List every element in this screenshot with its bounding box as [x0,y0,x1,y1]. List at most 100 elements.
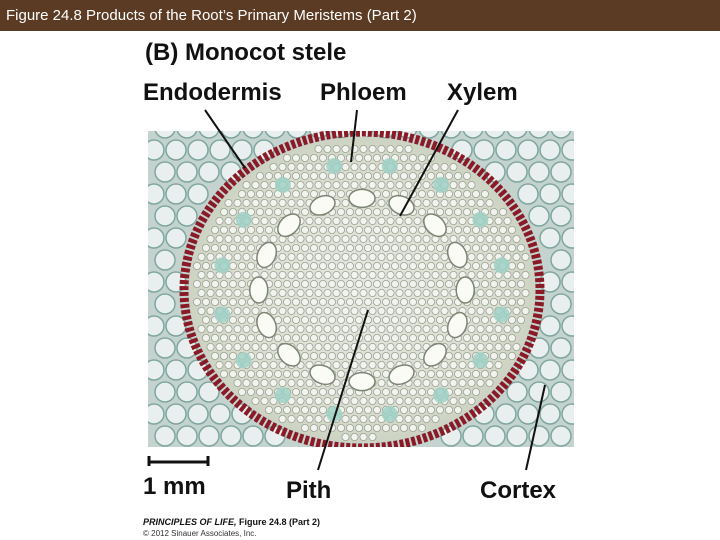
cortex-cell [209,403,231,425]
stele-cell [440,234,449,243]
cortex-cell [550,205,572,227]
stele-cell [489,225,498,234]
stele-cell [359,288,368,297]
cortex-cell [209,139,231,161]
stele-cell [345,333,354,342]
stele-cell [228,243,237,252]
stele-cell [489,279,498,288]
stele-cell [480,243,489,252]
stele-cell [323,180,332,189]
stele-cell [453,387,462,396]
stele-cell [440,288,449,297]
cortex-cell [308,131,330,139]
stele-cell [503,234,512,243]
phloem [214,257,231,274]
stele-cell [413,198,422,207]
cortex-cell [539,139,561,161]
stele-cell [269,216,278,225]
stele-cell [372,405,381,414]
stele-cell [314,324,323,333]
stele-cell [305,414,314,423]
stele-cell [440,270,449,279]
stele-cell [354,423,363,432]
stele-cell [404,162,413,171]
stele-cell [377,342,386,351]
stele-cell [350,234,359,243]
stele-cell [309,351,318,360]
stele-cell [368,216,377,225]
stele-cell [287,306,296,315]
stele-cell [309,261,318,270]
stele-cell [476,378,485,387]
stele-cell [458,198,467,207]
cortex-cell [550,381,572,403]
stele-cell [224,216,233,225]
stele-cell [417,261,426,270]
stele-cell [278,270,287,279]
cortex-cell [484,425,506,447]
stele-cell [404,234,413,243]
stele-cell [318,297,327,306]
stele-cell [332,306,341,315]
stele-cell [291,243,300,252]
stele-cell [395,306,404,315]
stele-cell [517,279,526,288]
stele-cell [305,252,314,261]
stele-cell [323,252,332,261]
stele-cell [390,423,399,432]
stele-cell [489,297,498,306]
stele-cell [323,270,332,279]
stele-cell [323,234,332,243]
xylem-vessel [446,311,468,339]
stele-cell [521,270,530,279]
stele-cell [485,306,494,315]
stele-cell [314,288,323,297]
stele-cell [377,216,386,225]
stele-cell [422,252,431,261]
stele-cell [300,297,309,306]
stele-cell [426,333,435,342]
stele-cell [233,306,242,315]
stele-cell [372,243,381,252]
cortex-cell [484,161,506,183]
stele-cell [435,261,444,270]
phloem [235,352,252,369]
stele-cell [296,396,305,405]
label-phloem: Phloem [320,79,407,106]
stele-cell [453,171,462,180]
stele-cell [210,279,219,288]
phloem [472,211,489,228]
stele-cell [368,180,377,189]
stele-cell [462,369,471,378]
stele-cell [440,162,449,171]
stele-cell [431,324,440,333]
stele-cell [377,180,386,189]
stele-cell [422,198,431,207]
stele-cell [372,423,381,432]
stele-cell [219,333,228,342]
stele-cell [237,279,246,288]
stele-cell [431,252,440,261]
cortex-cell [154,425,176,447]
phloem [493,306,510,323]
stele-cell [350,288,359,297]
stele-cell [381,297,390,306]
stele-cell [336,369,345,378]
cortex-cell [561,183,574,205]
stele-cell [323,342,332,351]
stele-cell [354,207,363,216]
stele-cell [291,369,300,378]
stele-cell [372,225,381,234]
stele-cell [503,324,512,333]
stele-cell [305,378,314,387]
xylem-vessel [256,241,278,269]
stele-cell [246,189,255,198]
stele-cell [417,207,426,216]
stele-cell [359,144,368,153]
stele-cell [377,378,386,387]
stele-cell [417,243,426,252]
stele-cell [417,315,426,324]
stele-cell [278,414,287,423]
xylem-vessel [348,371,376,392]
cortex-cell [176,161,198,183]
